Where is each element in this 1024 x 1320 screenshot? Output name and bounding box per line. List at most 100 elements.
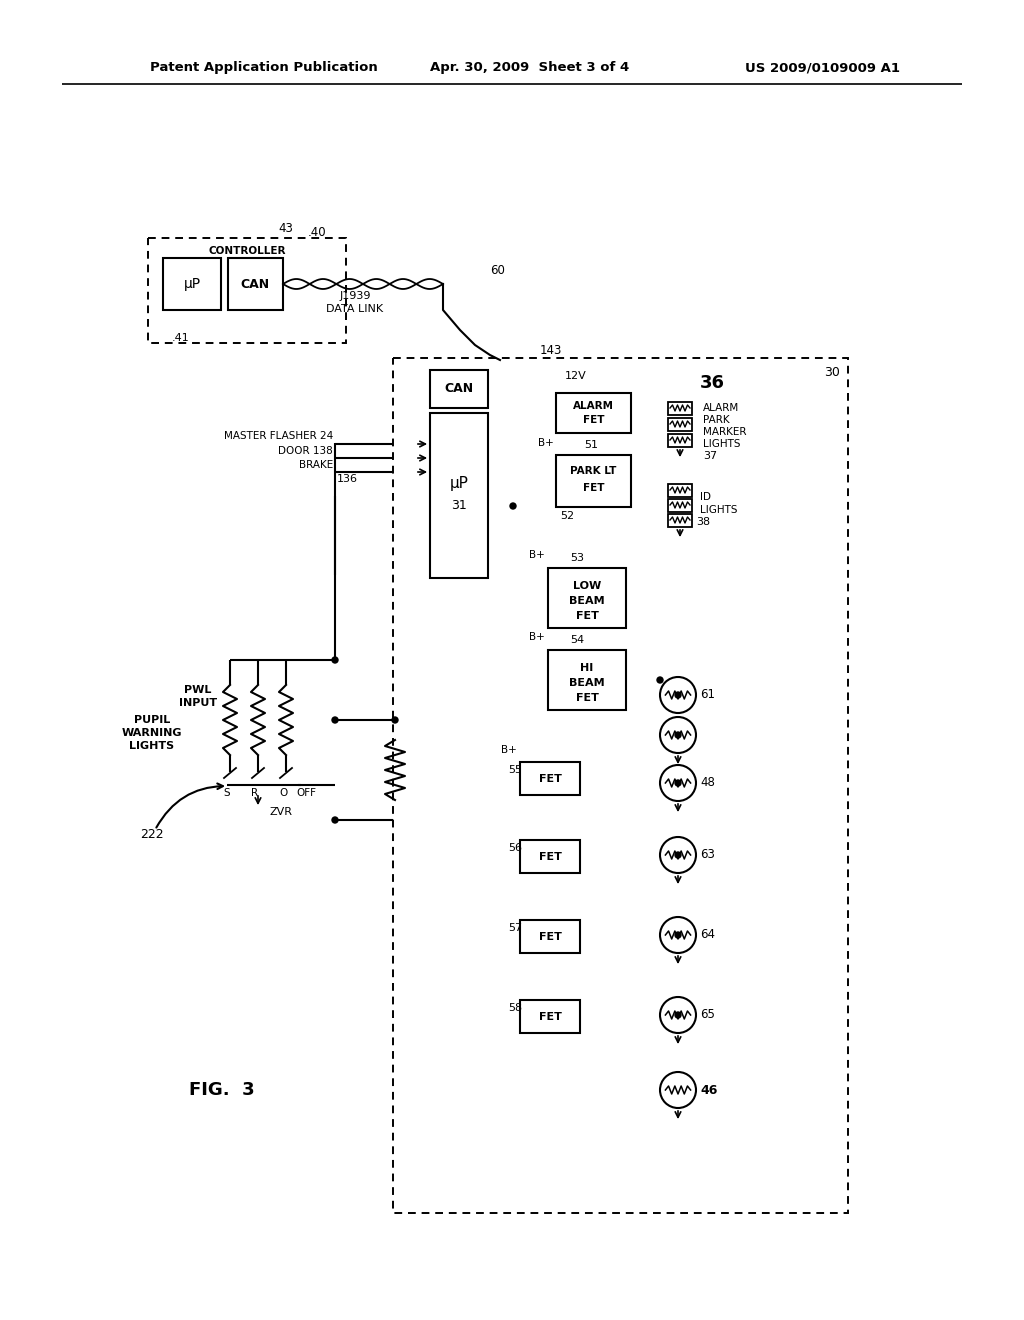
Text: FET: FET bbox=[539, 851, 561, 862]
Text: ID: ID bbox=[700, 492, 711, 502]
Circle shape bbox=[675, 1012, 681, 1018]
Text: BEAM: BEAM bbox=[569, 678, 605, 688]
Text: LIGHTS: LIGHTS bbox=[700, 506, 737, 515]
Text: .40: .40 bbox=[308, 227, 327, 239]
Text: ZVR: ZVR bbox=[270, 807, 293, 817]
Text: μP: μP bbox=[183, 277, 201, 290]
Text: ALARM: ALARM bbox=[703, 403, 739, 413]
Text: FET: FET bbox=[583, 483, 604, 492]
Text: FET: FET bbox=[539, 1011, 561, 1022]
Text: FET: FET bbox=[575, 611, 598, 620]
Text: CAN: CAN bbox=[241, 277, 269, 290]
FancyBboxPatch shape bbox=[668, 513, 692, 527]
Circle shape bbox=[675, 692, 681, 698]
Text: US 2009/0109009 A1: US 2009/0109009 A1 bbox=[745, 62, 900, 74]
Text: 136: 136 bbox=[337, 474, 358, 484]
Text: Apr. 30, 2009  Sheet 3 of 4: Apr. 30, 2009 Sheet 3 of 4 bbox=[430, 62, 630, 74]
Text: Patent Application Publication: Patent Application Publication bbox=[150, 62, 378, 74]
FancyBboxPatch shape bbox=[668, 401, 692, 414]
Text: MARKER: MARKER bbox=[703, 426, 746, 437]
Circle shape bbox=[392, 717, 398, 723]
Text: B+: B+ bbox=[529, 550, 545, 560]
Text: FIG.  3: FIG. 3 bbox=[189, 1081, 255, 1100]
FancyBboxPatch shape bbox=[163, 257, 221, 310]
Text: .41: .41 bbox=[172, 333, 189, 343]
Text: 60: 60 bbox=[490, 264, 505, 276]
Text: 56: 56 bbox=[508, 843, 522, 853]
Text: 30: 30 bbox=[824, 366, 840, 379]
Text: 58: 58 bbox=[508, 1003, 522, 1012]
Text: J1939: J1939 bbox=[339, 290, 371, 301]
FancyBboxPatch shape bbox=[556, 455, 631, 507]
Text: PWL: PWL bbox=[184, 685, 212, 696]
FancyBboxPatch shape bbox=[668, 433, 692, 446]
FancyBboxPatch shape bbox=[548, 649, 626, 710]
Text: B+: B+ bbox=[539, 438, 554, 447]
Text: 38: 38 bbox=[696, 517, 710, 527]
Text: INPUT: INPUT bbox=[179, 698, 217, 708]
Text: 37: 37 bbox=[703, 451, 717, 461]
Circle shape bbox=[675, 851, 681, 858]
Text: S: S bbox=[223, 788, 230, 799]
Text: 31: 31 bbox=[452, 499, 467, 512]
Text: 12V: 12V bbox=[565, 371, 587, 381]
Circle shape bbox=[675, 780, 681, 785]
Text: WARNING: WARNING bbox=[122, 729, 182, 738]
Circle shape bbox=[332, 817, 338, 822]
Text: MASTER FLASHER 24: MASTER FLASHER 24 bbox=[224, 432, 333, 441]
FancyBboxPatch shape bbox=[148, 238, 346, 343]
Circle shape bbox=[675, 932, 681, 939]
Text: LIGHTS: LIGHTS bbox=[129, 741, 174, 751]
Text: PARK LT: PARK LT bbox=[570, 466, 616, 477]
Text: 52: 52 bbox=[560, 511, 574, 521]
Text: 53: 53 bbox=[570, 553, 584, 564]
Text: HI: HI bbox=[581, 663, 594, 673]
Text: 65: 65 bbox=[700, 1008, 715, 1022]
Text: 36: 36 bbox=[700, 374, 725, 392]
Text: B+: B+ bbox=[502, 744, 517, 755]
Text: CAN: CAN bbox=[444, 383, 473, 396]
FancyBboxPatch shape bbox=[520, 920, 580, 953]
Text: 48: 48 bbox=[700, 776, 715, 789]
FancyBboxPatch shape bbox=[393, 358, 848, 1213]
Text: 143: 143 bbox=[540, 343, 562, 356]
Text: 63: 63 bbox=[700, 849, 715, 862]
Text: 64: 64 bbox=[700, 928, 715, 941]
FancyBboxPatch shape bbox=[668, 483, 692, 496]
Text: 54: 54 bbox=[570, 635, 584, 645]
FancyBboxPatch shape bbox=[430, 413, 488, 578]
Text: CONTROLLER: CONTROLLER bbox=[208, 246, 286, 256]
Text: 61: 61 bbox=[700, 689, 715, 701]
Text: LIGHTS: LIGHTS bbox=[703, 440, 740, 449]
Text: 55: 55 bbox=[508, 766, 522, 775]
FancyBboxPatch shape bbox=[430, 370, 488, 408]
Text: O: O bbox=[279, 788, 287, 799]
Text: ALARM: ALARM bbox=[573, 401, 614, 411]
Text: R: R bbox=[252, 788, 259, 799]
Text: FET: FET bbox=[575, 693, 598, 704]
Text: B+: B+ bbox=[529, 632, 545, 642]
Text: 222: 222 bbox=[140, 829, 164, 842]
Text: DOOR 138: DOOR 138 bbox=[279, 446, 333, 455]
Text: 43: 43 bbox=[278, 222, 293, 235]
Text: 57: 57 bbox=[508, 923, 522, 933]
Text: FET: FET bbox=[583, 414, 604, 425]
FancyBboxPatch shape bbox=[556, 393, 631, 433]
Text: FET: FET bbox=[539, 774, 561, 784]
Text: BRAKE: BRAKE bbox=[299, 459, 333, 470]
Text: BEAM: BEAM bbox=[569, 597, 605, 606]
FancyBboxPatch shape bbox=[520, 1001, 580, 1034]
Circle shape bbox=[332, 657, 338, 663]
FancyBboxPatch shape bbox=[520, 762, 580, 795]
FancyBboxPatch shape bbox=[520, 840, 580, 873]
Text: DATA LINK: DATA LINK bbox=[327, 304, 384, 314]
Text: PUPIL: PUPIL bbox=[134, 715, 170, 725]
Circle shape bbox=[657, 677, 663, 682]
Text: 51: 51 bbox=[584, 440, 598, 450]
Circle shape bbox=[675, 733, 681, 738]
Circle shape bbox=[510, 503, 516, 510]
Text: OFF: OFF bbox=[296, 788, 316, 799]
Text: LOW: LOW bbox=[572, 581, 601, 591]
FancyBboxPatch shape bbox=[548, 568, 626, 628]
FancyBboxPatch shape bbox=[668, 417, 692, 430]
